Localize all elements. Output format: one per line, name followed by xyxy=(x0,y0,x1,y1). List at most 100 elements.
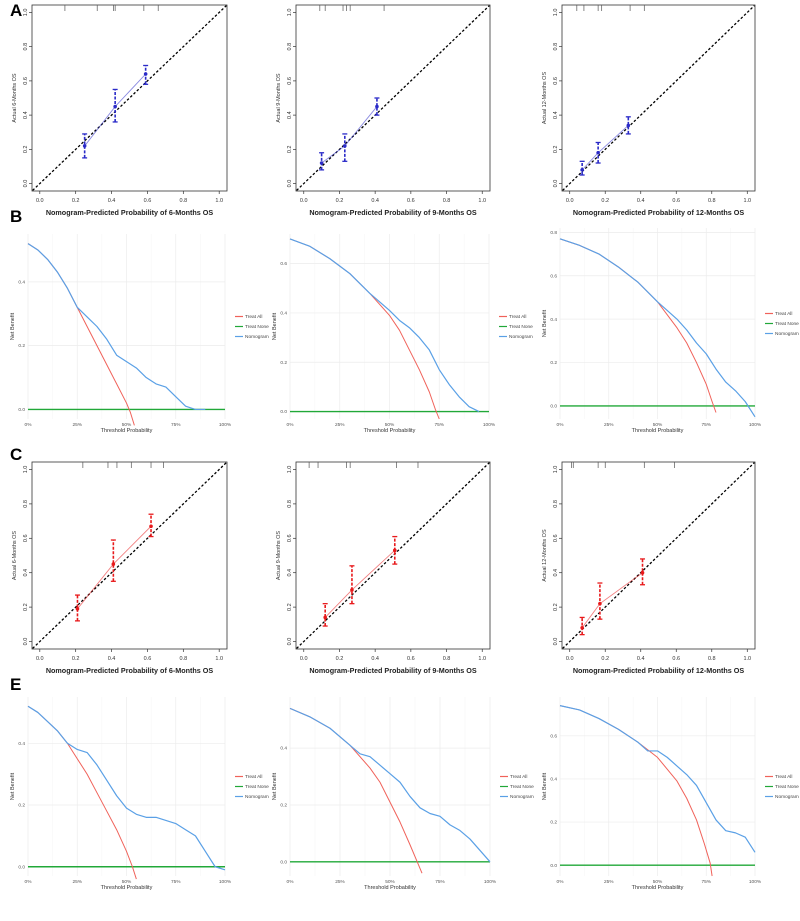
x-tick-label: 50% xyxy=(385,879,395,885)
y-tick-label: 0.0 xyxy=(550,863,557,869)
x-tick-label: 75% xyxy=(701,879,711,885)
legend-label: Nomogram xyxy=(509,334,533,340)
y-axis-label: Net Benefit xyxy=(10,772,16,800)
x-tick-label: 50% xyxy=(385,422,395,428)
y-tick-label: 0.6 xyxy=(550,273,557,279)
x-tick-label: 0.0 xyxy=(300,656,308,662)
y-tick-label: 0.4 xyxy=(23,569,29,577)
legend-label: Nomogram xyxy=(245,794,269,800)
data-point xyxy=(580,625,584,630)
x-tick-label: 1.0 xyxy=(478,656,486,662)
x-tick-label: 1.0 xyxy=(478,198,486,204)
legend-label: Nomogram xyxy=(775,794,799,800)
x-tick-label: 0.2 xyxy=(601,198,609,204)
legend-label: Treat None xyxy=(775,321,799,327)
data-point xyxy=(596,150,600,155)
x-axis-label: Nomogram-Predicted Probability of 9-Mont… xyxy=(309,208,477,217)
y-tick-label: 0.2 xyxy=(23,603,29,611)
x-tick-label: 25% xyxy=(72,422,82,428)
x-axis-label: Threshold Probability xyxy=(101,428,153,434)
x-tick-label: 1.0 xyxy=(743,656,751,662)
data-point xyxy=(111,562,116,566)
x-tick-label: 0.4 xyxy=(108,656,116,662)
data-point xyxy=(350,588,354,592)
data-point xyxy=(375,104,379,109)
panel-C1: C0.00.00.20.20.40.40.60.60.80.81.01.0Nom… xyxy=(10,445,228,675)
y-tick-label: 0.2 xyxy=(287,146,293,154)
y-tick-label: 0.0 xyxy=(553,638,559,646)
x-tick-label: 0.6 xyxy=(144,198,152,204)
y-tick-label: 0.4 xyxy=(553,569,559,577)
ideal-line xyxy=(562,462,755,649)
x-tick-label: 0.8 xyxy=(443,198,451,204)
x-axis-label: Threshold Probability xyxy=(101,885,153,891)
x-tick-label: 100% xyxy=(219,879,232,885)
x-tick-label: 75% xyxy=(171,879,181,885)
x-tick-label: 0.0 xyxy=(36,656,44,662)
x-tick-label: 0.0 xyxy=(36,198,44,204)
x-tick-label: 0% xyxy=(287,879,295,885)
y-tick-label: 0.6 xyxy=(553,534,559,542)
x-tick-label: 0.4 xyxy=(108,198,116,204)
y-tick-label: 0.4 xyxy=(280,746,287,752)
nomogram-line xyxy=(289,238,480,413)
y-tick-label: 0.2 xyxy=(18,343,25,349)
x-tick-label: 0.2 xyxy=(336,656,344,662)
y-axis-label: Actual 9-Months OS xyxy=(276,73,282,123)
x-tick-label: 50% xyxy=(653,422,663,428)
y-tick-label: 1.0 xyxy=(23,466,29,474)
x-tick-label: 50% xyxy=(653,879,663,885)
x-tick-label: 0% xyxy=(557,422,565,428)
x-tick-label: 25% xyxy=(335,879,345,885)
y-tick-label: 1.0 xyxy=(553,9,559,17)
panel-C3: 0.0 0.0 0.2 0.2 0.4 0.4 0.6 0.6 0.8 0.8 1.0 1.0 Nomo… xyxy=(542,461,756,675)
x-tick-label: 0.4 xyxy=(371,656,379,662)
plot-frame xyxy=(295,461,491,650)
x-tick-label: 0.6 xyxy=(407,656,415,662)
x-axis-label: Nomogram-Predicted Probability of 12-Mon… xyxy=(573,666,745,675)
x-tick-label: 25% xyxy=(604,422,614,428)
calibration-line xyxy=(321,106,378,164)
y-tick-label: 0.0 xyxy=(553,180,559,188)
y-tick-label: 0.4 xyxy=(287,569,293,577)
data-point xyxy=(149,524,153,529)
data-point xyxy=(626,123,631,128)
x-tick-label: 0.2 xyxy=(72,198,80,204)
data-point xyxy=(392,548,397,553)
x-tick-label: 1.0 xyxy=(743,198,751,204)
x-tick-label: 100% xyxy=(749,879,762,885)
x-tick-label: 0.2 xyxy=(601,656,609,662)
y-tick-label: 0.4 xyxy=(280,311,287,317)
legend-label: Treat All xyxy=(245,774,262,780)
data-point xyxy=(640,570,645,575)
data-point xyxy=(598,601,602,606)
legend-label: Treat All xyxy=(509,314,526,320)
y-tick-label: 0.0 xyxy=(287,638,293,646)
calibration-line xyxy=(324,550,396,618)
y-tick-label: 0.0 xyxy=(18,407,25,413)
y-axis-label: Net Benefit xyxy=(542,309,548,337)
legend-label: Treat All xyxy=(245,314,262,320)
y-tick-label: 0.2 xyxy=(553,603,559,611)
y-tick-label: 0.4 xyxy=(23,111,29,119)
y-tick-label: 0.4 xyxy=(550,777,557,783)
x-tick-label: 0.0 xyxy=(300,198,308,204)
panel-A3: 0.0 0.0 0.2 0.2 0.4 0.4 0.6 0.6 0.8 0.8 1.0 1.0 Nomo… xyxy=(542,4,756,217)
panel-B3: 0% 25% 50% 75% 100% 0.0 0.2 0.4 0.6 0.8 Threshold … xyxy=(542,228,799,434)
y-tick-label: 0.4 xyxy=(553,111,559,119)
x-tick-label: 0.2 xyxy=(336,198,344,204)
x-tick-label: 0.8 xyxy=(443,656,451,662)
legend-label: Treat None xyxy=(775,784,799,790)
data-point xyxy=(75,607,80,611)
y-tick-label: 0.0 xyxy=(280,859,287,865)
y-tick-label: 0.6 xyxy=(23,534,29,542)
x-tick-label: 0.4 xyxy=(637,198,645,204)
x-axis-label: Nomogram-Predicted Probability of 12-Mon… xyxy=(573,208,745,217)
panel-letter: A xyxy=(10,1,22,20)
x-tick-label: 0.8 xyxy=(179,198,187,204)
x-tick-label: 75% xyxy=(701,422,711,428)
nomogram-line xyxy=(559,705,756,853)
x-tick-label: 0.6 xyxy=(407,198,415,204)
y-tick-label: 0.4 xyxy=(550,317,557,323)
